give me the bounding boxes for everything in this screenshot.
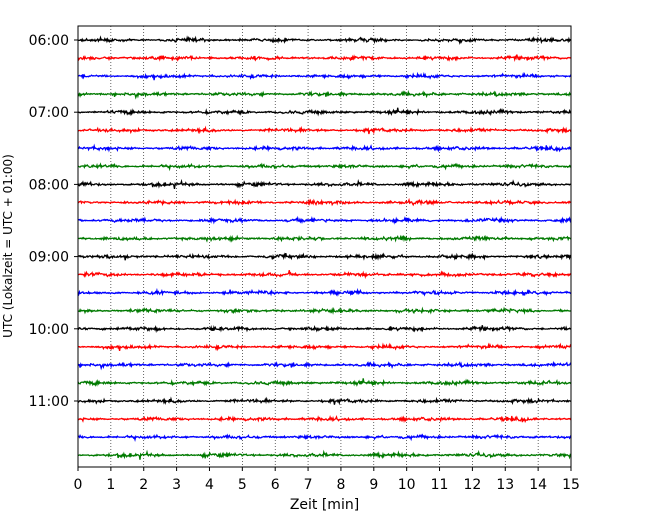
trace-1030 bbox=[77, 360, 572, 371]
x-tick-label: 10 bbox=[398, 477, 416, 493]
x-tick-label: 9 bbox=[369, 477, 378, 493]
trace-0630 bbox=[78, 71, 572, 81]
x-tick-label: 11 bbox=[431, 477, 449, 493]
x-tick-label: 13 bbox=[496, 477, 514, 493]
trace-1130 bbox=[77, 433, 572, 442]
x-tick-label: 4 bbox=[205, 477, 214, 493]
x-tick-label: 5 bbox=[238, 477, 247, 493]
trace-0730 bbox=[77, 143, 572, 153]
x-tick-label: 0 bbox=[74, 477, 83, 493]
x-tick-label: 14 bbox=[529, 477, 547, 493]
trace-0915 bbox=[77, 270, 572, 280]
y-tick-label: 06:00 bbox=[29, 33, 69, 49]
trace-0945 bbox=[78, 306, 572, 315]
x-axis-label: Zeit [min] bbox=[290, 497, 359, 513]
x-tick-label: 6 bbox=[271, 477, 280, 493]
trace-0745 bbox=[77, 162, 572, 172]
trace-1145 bbox=[77, 449, 572, 460]
y-tick-label: 08:00 bbox=[29, 177, 69, 193]
x-axis: 0 1 2 3 4 5 6 7 8 9 10 11 12 13 14 15 bbox=[74, 467, 580, 493]
trace-0900 bbox=[77, 252, 572, 261]
trace-0815 bbox=[77, 197, 572, 207]
trace-0700 bbox=[77, 107, 572, 117]
trace-1100 bbox=[77, 396, 572, 406]
y-axis-label: UTC (Lokalzeit = UTC + 01:00) bbox=[1, 154, 15, 338]
traces bbox=[77, 35, 572, 460]
y-axis: 06:00 07:00 08:00 09:00 10:00 11:00 bbox=[29, 33, 78, 410]
x-tick-label: 3 bbox=[172, 477, 181, 493]
trace-1000 bbox=[77, 324, 572, 334]
x-tick-label: 8 bbox=[336, 477, 345, 493]
trace-0845 bbox=[77, 234, 572, 243]
trace-0600 bbox=[77, 35, 572, 45]
y-tick-label: 11:00 bbox=[29, 394, 69, 410]
trace-1015 bbox=[77, 342, 572, 352]
trace-0930 bbox=[77, 287, 572, 297]
x-tick-label: 12 bbox=[463, 477, 481, 493]
trace-0830 bbox=[77, 215, 572, 225]
trace-1045 bbox=[77, 378, 572, 388]
trace-1115 bbox=[78, 414, 572, 424]
plot-frame bbox=[77, 25, 572, 468]
x-tick-label: 1 bbox=[106, 477, 115, 493]
trace-0615 bbox=[77, 54, 572, 63]
y-tick-label: 09:00 bbox=[29, 250, 69, 266]
x-tick-label: 7 bbox=[304, 477, 313, 493]
trace-0715 bbox=[77, 125, 572, 135]
x-tick-label: 2 bbox=[139, 477, 148, 493]
x-tick-label: 15 bbox=[562, 477, 580, 493]
y-tick-label: 07:00 bbox=[29, 105, 69, 121]
y-tick-label: 10:00 bbox=[29, 322, 69, 338]
trace-0800 bbox=[77, 178, 572, 190]
trace-0645 bbox=[77, 89, 572, 100]
